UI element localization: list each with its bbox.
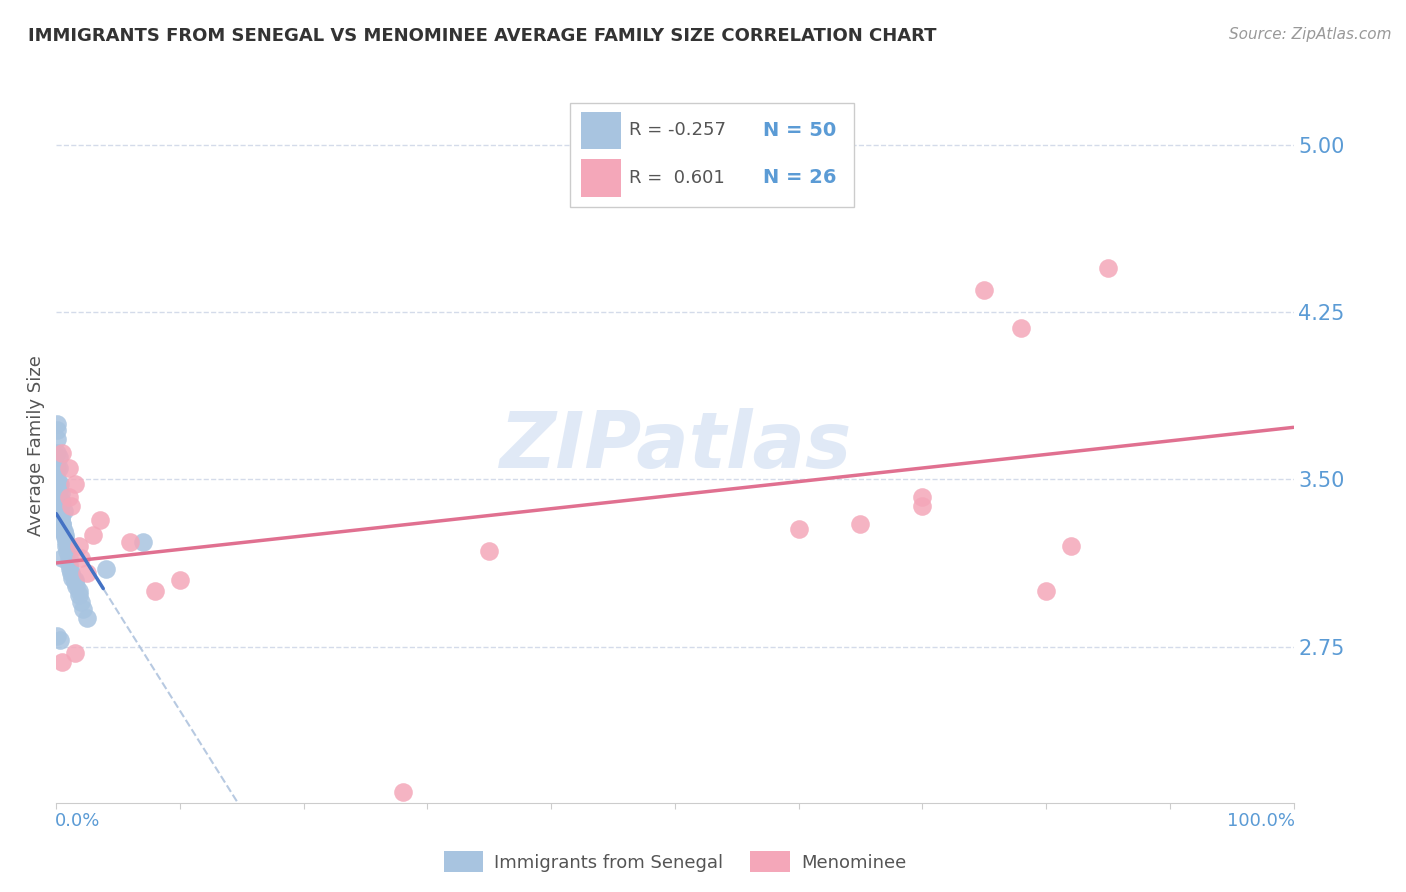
Point <box>58 557 80 572</box>
Point <box>46 629 69 643</box>
Point <box>46 446 69 460</box>
Point <box>67 589 90 603</box>
Point <box>49 503 72 517</box>
Point <box>48 461 70 475</box>
Point <box>49 506 72 520</box>
Point <box>89 512 111 526</box>
Text: IMMIGRANTS FROM SENEGAL VS MENOMINEE AVERAGE FAMILY SIZE CORRELATION CHART: IMMIGRANTS FROM SENEGAL VS MENOMINEE AVE… <box>28 27 936 45</box>
Point <box>478 544 501 558</box>
Point <box>49 633 72 648</box>
Point <box>911 491 934 505</box>
Text: Source: ZipAtlas.com: Source: ZipAtlas.com <box>1229 27 1392 42</box>
Text: 100.0%: 100.0% <box>1227 812 1295 830</box>
Point <box>56 544 79 558</box>
Point <box>65 580 87 594</box>
Point <box>51 655 73 669</box>
Point <box>787 522 810 536</box>
Point <box>94 562 117 576</box>
Point <box>51 508 73 523</box>
Point <box>1060 539 1083 553</box>
Text: 0.0%: 0.0% <box>55 812 100 830</box>
Point <box>70 595 93 609</box>
Point <box>1010 321 1032 335</box>
Point <box>51 446 73 460</box>
Point <box>67 539 90 553</box>
Point <box>82 528 104 542</box>
Point <box>51 522 73 536</box>
Point <box>46 433 69 447</box>
Point <box>59 562 82 576</box>
Point <box>63 573 86 587</box>
Point <box>76 566 98 581</box>
Point <box>51 550 73 565</box>
Point <box>46 417 69 431</box>
Text: ZIPatlas: ZIPatlas <box>499 408 851 484</box>
Point <box>55 539 77 553</box>
Point <box>48 491 70 505</box>
Point <box>51 485 73 500</box>
Point <box>48 477 70 491</box>
Point <box>55 534 77 549</box>
Point <box>63 575 86 590</box>
Y-axis label: Average Family Size: Average Family Size <box>27 356 45 536</box>
Point <box>51 495 73 509</box>
Point <box>70 550 93 565</box>
Point <box>53 528 76 542</box>
Point <box>51 510 73 524</box>
Point <box>48 483 70 498</box>
Point <box>49 500 72 514</box>
Point <box>973 283 995 297</box>
Point <box>143 584 166 599</box>
Point <box>72 602 94 616</box>
Point <box>67 584 90 599</box>
Point <box>63 477 86 491</box>
Point <box>58 461 80 475</box>
Point <box>63 646 86 660</box>
Point <box>169 573 191 587</box>
Point <box>51 517 73 532</box>
Point <box>48 450 70 464</box>
Point <box>132 534 155 549</box>
Point <box>849 517 872 532</box>
Point <box>52 526 75 541</box>
Point <box>51 517 73 532</box>
Point <box>48 495 70 509</box>
Point <box>51 512 73 526</box>
Point <box>911 500 934 514</box>
Point <box>1035 584 1057 599</box>
Point <box>49 477 72 491</box>
Point <box>60 571 83 585</box>
Point <box>391 785 413 799</box>
Point <box>60 500 83 514</box>
Point <box>46 473 69 487</box>
Point <box>60 566 83 581</box>
Point <box>58 550 80 565</box>
Point <box>120 534 142 549</box>
Point <box>46 424 69 438</box>
Point <box>58 491 80 505</box>
Point <box>76 611 98 625</box>
Point <box>1097 260 1119 275</box>
Legend: Immigrants from Senegal, Menominee: Immigrants from Senegal, Menominee <box>436 844 914 880</box>
Point <box>46 461 69 475</box>
Point <box>53 530 76 544</box>
Point <box>52 503 75 517</box>
Point <box>52 524 75 538</box>
